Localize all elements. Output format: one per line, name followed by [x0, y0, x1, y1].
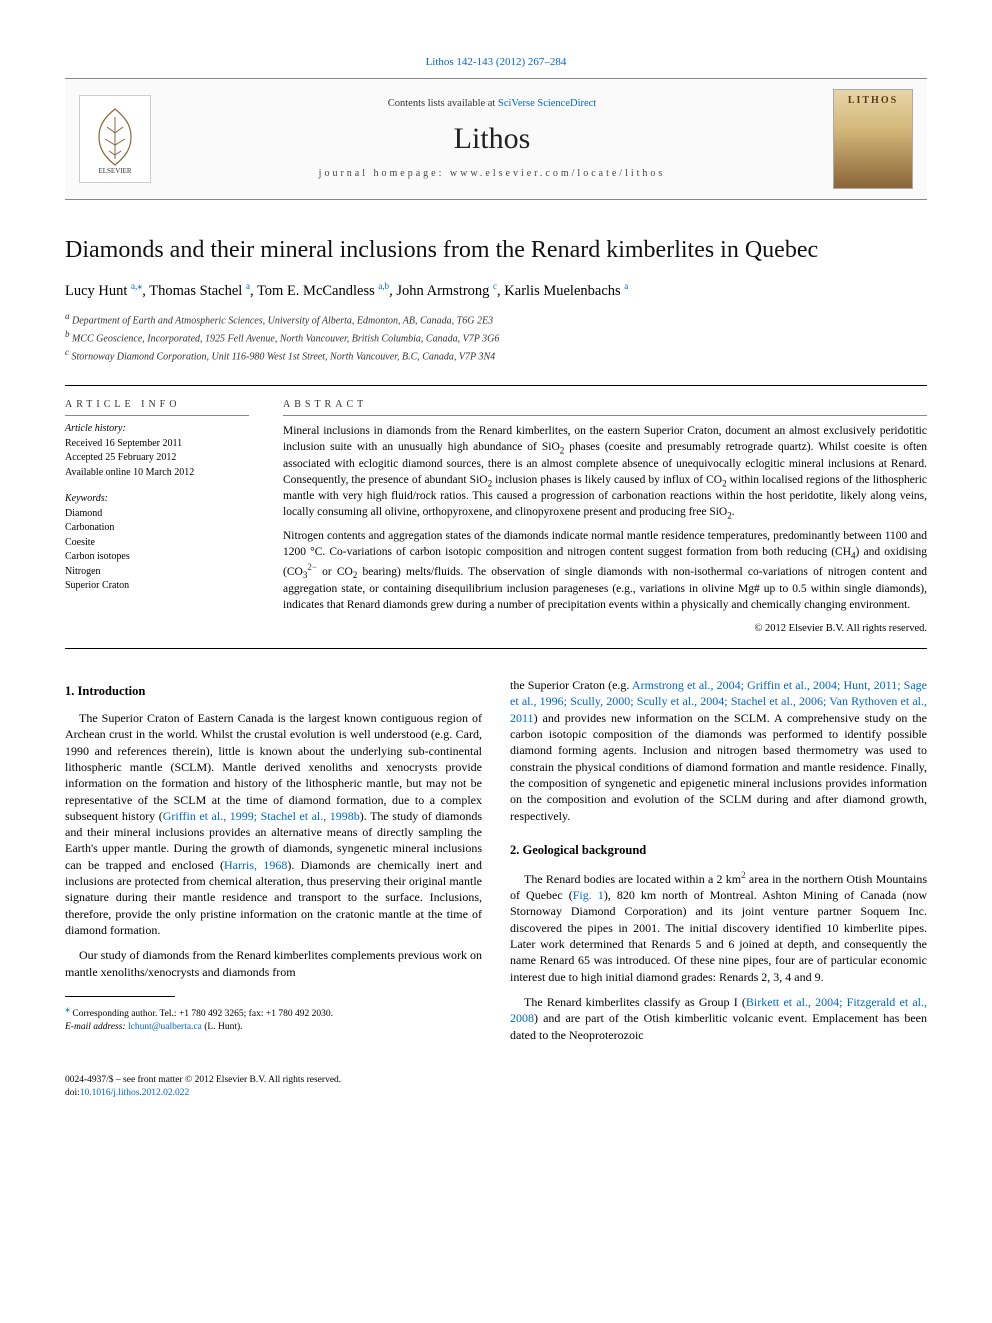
history-label: Article history:: [65, 422, 249, 437]
issn-line: 0024-4937/$ – see front matter © 2012 El…: [65, 1074, 341, 1087]
body-paragraph: The Superior Craton of Eastern Canada is…: [65, 710, 482, 938]
author-name: Karlis Muelenbachs: [504, 283, 620, 299]
keyword: Nitrogen: [65, 565, 249, 580]
author-name: Lucy Hunt: [65, 283, 127, 299]
aff-mark[interactable]: a: [624, 281, 628, 291]
corr-fax: +1 780 492 2030: [266, 1009, 331, 1019]
corr-label: Corresponding author. Tel.:: [72, 1009, 179, 1019]
keywords-block: Keywords: Diamond Carbonation Coesite Ca…: [65, 492, 249, 594]
article-info-heading: article info: [65, 398, 249, 417]
abstract-heading: abstract: [283, 398, 927, 417]
keywords-label: Keywords:: [65, 492, 249, 507]
corr-tel: +1 780 492 3265: [179, 1009, 244, 1019]
publisher-logo: ELSEVIER: [79, 95, 151, 183]
body-paragraph: the Superior Craton (e.g. Armstrong et a…: [510, 677, 927, 824]
footnote-separator: [65, 996, 175, 997]
abstract-text: Mineral inclusions in diamonds from the …: [283, 424, 927, 636]
aff-mark[interactable]: a,b: [378, 281, 389, 291]
abstract-copyright: © 2012 Elsevier B.V. All rights reserved…: [283, 622, 927, 636]
author-name: Tom E. McCandless: [257, 283, 375, 299]
aff-mark[interactable]: a: [246, 281, 250, 291]
affiliation: b MCC Geoscience, Incorporated, 1925 Fel…: [65, 328, 927, 346]
author-name: John Armstrong: [396, 283, 489, 299]
body-paragraph: Our study of diamonds from the Renard ki…: [65, 947, 482, 980]
author: Lucy Hunt a,⁎: [65, 283, 142, 299]
footer-left: 0024-4937/$ – see front matter © 2012 El…: [65, 1074, 341, 1101]
doi-line: doi:10.1016/j.lithos.2012.02.022: [65, 1087, 341, 1100]
cover-title: LITHOS: [848, 94, 898, 108]
keyword: Carbonation: [65, 521, 249, 536]
keyword: Superior Craton: [65, 579, 249, 594]
sciencedirect-link[interactable]: SciVerse ScienceDirect: [498, 98, 596, 109]
keyword: Carbon isotopes: [65, 550, 249, 565]
corresponding-footnote: ⁎ Corresponding author. Tel.: +1 780 492…: [65, 1003, 482, 1035]
journal-cover-thumb: LITHOS: [833, 89, 913, 189]
doi-label: doi:: [65, 1088, 80, 1098]
abstract-column: abstract Mineral inclusions in diamonds …: [265, 386, 927, 648]
figure-link[interactable]: Fig. 1: [573, 888, 604, 902]
corr-star-icon: ⁎: [65, 1004, 70, 1015]
page-footer: 0024-4937/$ – see front matter © 2012 El…: [65, 1074, 927, 1101]
top-citation: Lithos 142-143 (2012) 267–284: [65, 55, 927, 70]
author: Karlis Muelenbachs a: [504, 283, 628, 299]
citation-link[interactable]: Lithos 142-143 (2012) 267–284: [426, 56, 567, 68]
history-item: Available online 10 March 2012: [65, 466, 249, 481]
author: Tom E. McCandless a,b: [257, 283, 389, 299]
article-title: Diamonds and their mineral inclusions fr…: [65, 234, 927, 266]
aff-sup: a: [65, 311, 70, 321]
info-abstract-block: article info Article history: Received 1…: [65, 385, 927, 649]
fax-label: ; fax:: [244, 1009, 266, 1019]
history-item: Received 16 September 2011: [65, 437, 249, 452]
homepage-prefix: journal homepage:: [319, 168, 450, 179]
aff-sup: b: [65, 329, 70, 339]
body-column-right: the Superior Craton (e.g. Armstrong et a…: [510, 677, 927, 1052]
journal-homepage: journal homepage: www.elsevier.com/locat…: [165, 167, 819, 181]
keyword: Diamond: [65, 507, 249, 522]
article-info-column: article info Article history: Received 1…: [65, 386, 265, 648]
aff-text: Department of Earth and Atmospheric Scie…: [72, 315, 493, 326]
body-columns: 1. Introduction The Superior Craton of E…: [65, 677, 927, 1052]
affiliations: a Department of Earth and Atmospheric Sc…: [65, 310, 927, 365]
homepage-url: www.elsevier.com/locate/lithos: [450, 168, 665, 179]
author-name: Thomas Stachel: [149, 283, 242, 299]
citation-link[interactable]: Griffin et al., 1999; Stachel et al., 19…: [163, 809, 360, 823]
article-history: Article history: Received 16 September 2…: [65, 422, 249, 480]
svg-text:ELSEVIER: ELSEVIER: [98, 167, 131, 175]
abstract-p2: Nitrogen contents and aggregation states…: [283, 529, 927, 614]
doi-link[interactable]: 10.1016/j.lithos.2012.02.022: [80, 1088, 190, 1098]
header-center: Contents lists available at SciVerse Sci…: [165, 97, 819, 181]
aff-text: MCC Geoscience, Incorporated, 1925 Fell …: [72, 333, 499, 344]
section-heading: 1. Introduction: [65, 683, 482, 700]
body-paragraph: The Renard bodies are located within a 2…: [510, 869, 927, 985]
author: John Armstrong c: [396, 283, 497, 299]
affiliation: c Stornoway Diamond Corporation, Unit 11…: [65, 346, 927, 364]
section-heading: 2. Geological background: [510, 842, 927, 859]
author: Thomas Stachel a: [149, 283, 250, 299]
contents-prefix: Contents lists available at: [388, 98, 498, 109]
aff-mark[interactable]: c: [493, 281, 497, 291]
journal-header: ELSEVIER Contents lists available at Sci…: [65, 78, 927, 200]
aff-text: Stornoway Diamond Corporation, Unit 116-…: [72, 352, 496, 363]
abstract-p1: Mineral inclusions in diamonds from the …: [283, 424, 927, 522]
journal-name: Lithos: [165, 119, 819, 160]
author-list: Lucy Hunt a,⁎, Thomas Stachel a, Tom E. …: [65, 280, 927, 301]
contents-line: Contents lists available at SciVerse Sci…: [165, 97, 819, 111]
email-suffix: (L. Hunt).: [202, 1022, 243, 1032]
body-paragraph: The Renard kimberlites classify as Group…: [510, 994, 927, 1043]
email-label: E-mail address:: [65, 1022, 128, 1032]
keyword: Coesite: [65, 536, 249, 551]
affiliation: a Department of Earth and Atmospheric Sc…: [65, 310, 927, 328]
corr-mark[interactable]: ⁎: [137, 281, 142, 292]
aff-sup: c: [65, 347, 69, 357]
email-link[interactable]: lchunt@ualberta.ca: [128, 1022, 202, 1032]
body-column-left: 1. Introduction The Superior Craton of E…: [65, 677, 482, 1052]
history-item: Accepted 25 February 2012: [65, 451, 249, 466]
citation-link[interactable]: Harris, 1968: [224, 858, 287, 872]
